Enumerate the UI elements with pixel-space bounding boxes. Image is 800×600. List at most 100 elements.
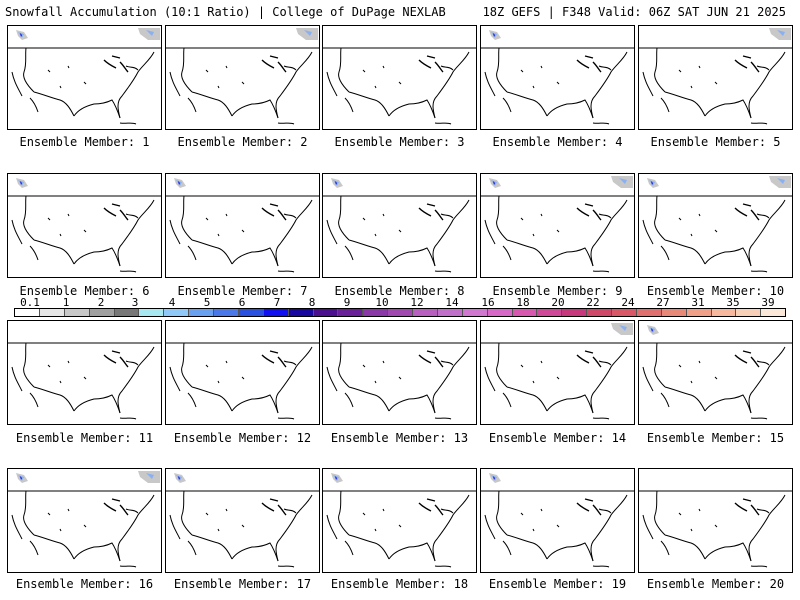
- colorbar-swatch: [288, 309, 314, 316]
- ensemble-member-map: [7, 468, 162, 573]
- colorbar-swatch: [661, 309, 687, 316]
- ensemble-member-label: Ensemble Member: 18: [330, 577, 469, 591]
- colorbar-swatch: [214, 309, 239, 316]
- colorbar-tick-label: 27: [656, 296, 670, 309]
- ensemble-member-label: Ensemble Member: 11: [15, 431, 154, 445]
- ensemble-member-map: [480, 173, 635, 278]
- colorbar-tick-label: 39: [761, 296, 775, 309]
- colorbar-tick-label: 18: [516, 296, 530, 309]
- ensemble-member-map: [638, 320, 793, 425]
- ensemble-member-map: [480, 468, 635, 573]
- ensemble-member-label: Ensemble Member: 7: [177, 284, 308, 298]
- colorbar-swatch: [189, 309, 214, 316]
- colorbar-swatch: [462, 309, 488, 316]
- snow-area-northeast: [769, 176, 791, 188]
- colorbar: [14, 308, 786, 317]
- snow-area-northeast: [769, 28, 791, 40]
- map-title: Snowfall Accumulation (10:1 Ratio) | Col…: [5, 5, 446, 19]
- colorbar-tick-label: 16: [481, 296, 495, 309]
- colorbar-swatch: [64, 309, 90, 316]
- ensemble-member-label: Ensemble Member: 1: [19, 135, 150, 149]
- colorbar-tick-label: 14: [445, 296, 459, 309]
- colorbar-swatch: [711, 309, 737, 316]
- ensemble-member-label: Ensemble Member: 9: [492, 284, 623, 298]
- ensemble-member-label: Ensemble Member: 19: [488, 577, 627, 591]
- ensemble-member-map: [322, 173, 477, 278]
- colorbar-tick-label: 22: [586, 296, 600, 309]
- colorbar-swatch: [413, 309, 438, 316]
- colorbar-swatch: [487, 309, 513, 316]
- colorbar-swatch: [39, 309, 65, 316]
- colorbar-tick-label: 8: [308, 296, 316, 309]
- snow-area-northeast: [138, 28, 160, 40]
- colorbar-tick-label: 35: [726, 296, 740, 309]
- ensemble-member-map: [638, 173, 793, 278]
- colorbar-swatch: [736, 309, 762, 316]
- colorbar-swatch: [388, 309, 413, 316]
- colorbar-swatch: [164, 309, 190, 316]
- ensemble-member-map: [7, 173, 162, 278]
- ensemble-member-map: [165, 320, 320, 425]
- ensemble-member-map: [165, 25, 320, 130]
- ensemble-member-label: Ensemble Member: 14: [488, 431, 627, 445]
- ensemble-member-label: Ensemble Member: 10: [646, 284, 785, 298]
- colorbar-tick-label: 7: [273, 296, 281, 309]
- ensemble-member-label: Ensemble Member: 4: [492, 135, 623, 149]
- snow-area-northeast: [611, 176, 633, 188]
- ensemble-member-map: [480, 320, 635, 425]
- ensemble-member-map: [638, 468, 793, 573]
- colorbar-swatch: [686, 309, 712, 316]
- colorbar-swatch: [338, 309, 364, 316]
- colorbar-swatch: [562, 309, 588, 316]
- ensemble-member-map: [7, 25, 162, 130]
- colorbar-swatch: [612, 309, 637, 316]
- snow-area-northeast: [296, 28, 318, 40]
- colorbar-tick-label: 6: [238, 296, 246, 309]
- colorbar-tick-label: 1: [62, 296, 70, 309]
- colorbar-swatch: [139, 309, 165, 316]
- ensemble-member-label: Ensemble Member: 12: [173, 431, 312, 445]
- colorbar-swatch: [263, 309, 289, 316]
- colorbar-tick-label: 4: [168, 296, 176, 309]
- ensemble-member-label: Ensemble Member: 8: [334, 284, 465, 298]
- colorbar-swatch: [89, 309, 115, 316]
- ensemble-member-map: [165, 468, 320, 573]
- colorbar-swatch: [437, 309, 463, 316]
- colorbar-swatch: [238, 309, 264, 316]
- run-info: 18Z GEFS | F348 Valid: 06Z SAT JUN 21 20…: [482, 5, 786, 19]
- ensemble-member-label: Ensemble Member: 13: [330, 431, 469, 445]
- colorbar-tick-label: 20: [551, 296, 565, 309]
- colorbar-tick-label: 0.1: [20, 296, 40, 309]
- colorbar-tick-label: 9: [343, 296, 351, 309]
- ensemble-member-map: [165, 173, 320, 278]
- ensemble-member-map: [322, 25, 477, 130]
- colorbar-tick-label: 2: [97, 296, 105, 309]
- ensemble-member-label: Ensemble Member: 2: [177, 135, 308, 149]
- ensemble-member-label: Ensemble Member: 15: [646, 431, 785, 445]
- snow-area-northeast: [611, 323, 633, 335]
- colorbar-swatch: [313, 309, 339, 316]
- colorbar-tick-label: 31: [691, 296, 705, 309]
- colorbar-swatch: [363, 309, 389, 316]
- colorbar-tick-label: 5: [203, 296, 211, 309]
- ensemble-member-label: Ensemble Member: 16: [15, 577, 154, 591]
- colorbar-swatch: [537, 309, 563, 316]
- ensemble-member-label: Ensemble Member: 17: [173, 577, 312, 591]
- colorbar-swatch: [114, 309, 140, 316]
- colorbar-tick-label: 24: [621, 296, 635, 309]
- colorbar-tick-label: 12: [410, 296, 424, 309]
- colorbar-swatch: [761, 309, 786, 316]
- ensemble-member-label: Ensemble Member: 5: [650, 135, 781, 149]
- colorbar-tick-label: 3: [131, 296, 139, 309]
- colorbar-swatch: [512, 309, 538, 316]
- colorbar-swatch: [15, 309, 40, 316]
- colorbar-tick-label: 10: [375, 296, 389, 309]
- ensemble-member-label: Ensemble Member: 20: [646, 577, 785, 591]
- ensemble-member-label: Ensemble Member: 3: [334, 135, 465, 149]
- ensemble-member-map: [638, 25, 793, 130]
- ensemble-member-map: [7, 320, 162, 425]
- ensemble-member-map: [480, 25, 635, 130]
- colorbar-swatch: [636, 309, 662, 316]
- ensemble-member-map: [322, 468, 477, 573]
- ensemble-member-map: [322, 320, 477, 425]
